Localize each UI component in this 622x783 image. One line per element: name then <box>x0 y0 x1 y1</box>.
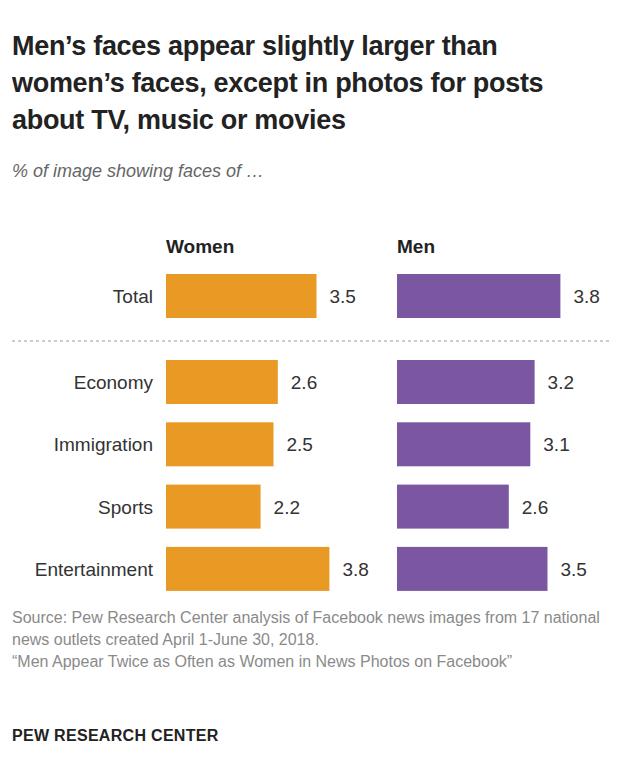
data-label: 2.6 <box>291 372 317 393</box>
category-label: Entertainment <box>35 559 154 580</box>
bar <box>397 485 509 529</box>
data-label: 3.2 <box>548 372 574 393</box>
title: Men’s faces appear slightly larger than … <box>12 28 612 139</box>
source: Source: Pew Research Center analysis of … <box>12 607 612 651</box>
bar <box>166 485 261 529</box>
bar <box>397 422 530 466</box>
bar <box>166 360 278 404</box>
category-label: Total <box>113 286 153 307</box>
subtitle: % of image showing faces of … <box>12 161 264 182</box>
bar <box>397 274 560 318</box>
bar <box>397 547 548 591</box>
data-label: 2.6 <box>522 497 548 518</box>
bar <box>166 547 329 591</box>
category-label: Sports <box>98 497 153 518</box>
note: “Men Appear Twice as Often as Women in N… <box>12 651 612 673</box>
data-label: 3.8 <box>342 559 368 580</box>
legend-entry: Men <box>397 236 435 257</box>
category-label: Economy <box>74 372 154 393</box>
category-label: Immigration <box>54 434 153 455</box>
bar <box>166 422 274 466</box>
bar <box>397 360 535 404</box>
data-label: 2.5 <box>287 434 313 455</box>
data-label: 3.5 <box>561 559 587 580</box>
bar <box>166 274 317 318</box>
bars <box>166 274 329 591</box>
data-label: 3.1 <box>543 434 569 455</box>
data-label: 2.2 <box>274 497 300 518</box>
credit: PEW RESEARCH CENTER <box>12 727 219 745</box>
bars <box>397 274 560 591</box>
data-label: 3.5 <box>330 286 356 307</box>
data-label: 3.8 <box>573 286 599 307</box>
separator <box>12 341 610 342</box>
legend-entry: Women <box>166 236 234 257</box>
